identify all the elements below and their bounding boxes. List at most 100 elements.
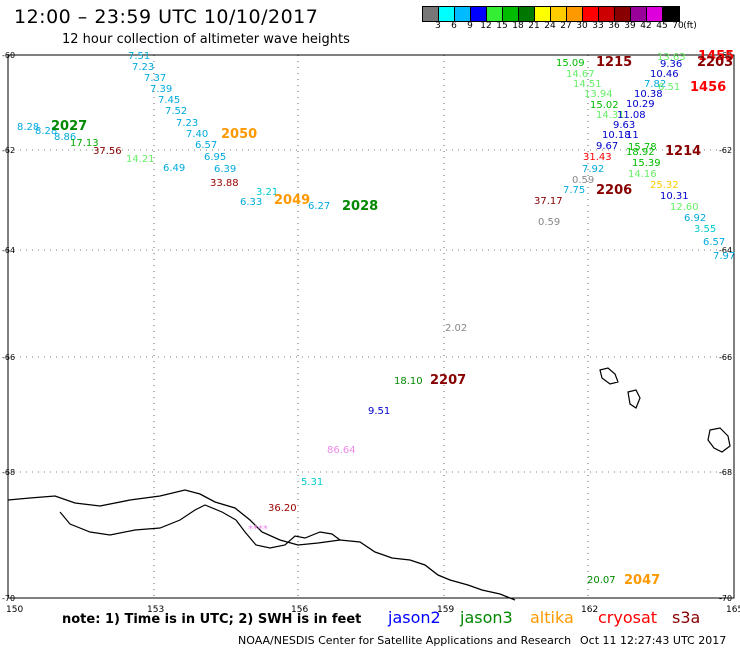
satellite-jason3: jason3 bbox=[460, 608, 513, 627]
pass-time-label: 1214 bbox=[665, 144, 701, 159]
legend-swatch bbox=[455, 7, 471, 21]
wave-height-value: 12.60 bbox=[670, 202, 699, 213]
wave-height-value: 7.82 bbox=[644, 79, 666, 90]
map-grid: 150 153 156 159 162 165 -60 -60 -62 -62 -64 -64 -66 -… bbox=[2, 51, 740, 615]
wave-height-value: 8.28 bbox=[35, 126, 57, 137]
lat-tick-label: -70 bbox=[2, 594, 15, 603]
lon-tick-label: 153 bbox=[147, 605, 164, 615]
wave-height-value: 7.52 bbox=[165, 106, 187, 117]
antarctic-coastline bbox=[7, 489, 516, 601]
wave-height-value: 18.92 bbox=[626, 147, 655, 158]
lat-tick-label: -64 bbox=[2, 246, 15, 255]
legend-swatch bbox=[647, 7, 663, 21]
pass-time-label: 2206 bbox=[596, 183, 632, 198]
footer-note: note: 1) Time is in UTC; 2) SWH is in fe… bbox=[62, 612, 362, 627]
wave-height-value: 37.17 bbox=[534, 196, 563, 207]
legend-swatch bbox=[663, 7, 679, 21]
legend-swatch bbox=[535, 7, 551, 21]
wave-height-value: 6.39 bbox=[214, 164, 236, 175]
wave-height-value: 14.51 bbox=[573, 79, 602, 90]
legend-swatch bbox=[519, 7, 535, 21]
wave-height-labels: 7.517.237.377.397.457.527.237.406.576.95… bbox=[17, 49, 735, 588]
credit-text: NOAA/NESDIS Center for Satellite Applica… bbox=[238, 634, 572, 647]
legend-swatch bbox=[583, 7, 599, 21]
lat-tick-label-right: -68 bbox=[719, 468, 732, 477]
generated-timestamp: Oct 11 12:27:43 UTC 2017 bbox=[580, 634, 727, 647]
legend-label: 27 bbox=[560, 21, 572, 31]
wave-height-value: 15.39 bbox=[632, 158, 661, 169]
legend-label: 30 bbox=[576, 21, 588, 31]
wave-height-value: 11 bbox=[626, 130, 639, 141]
wave-height-value: 3.21 bbox=[256, 187, 278, 198]
pass-time-label: 2027 bbox=[51, 119, 87, 134]
page-title: 12:00 – 23:59 UTC 10/10/2017 bbox=[14, 6, 319, 28]
wave-height-value: 7.92 bbox=[582, 164, 604, 175]
wave-height-value: 10.29 bbox=[626, 99, 655, 110]
coastal-ice-inlet-2 bbox=[235, 519, 341, 549]
legend-label: 18 bbox=[512, 21, 524, 31]
wave-height-value: 33.88 bbox=[210, 178, 239, 189]
legend-swatch bbox=[423, 7, 439, 21]
wave-height-value: 25.32 bbox=[650, 180, 679, 191]
wave-height-value: 37.56 bbox=[93, 146, 122, 157]
wave-height-value: 5.31 bbox=[301, 477, 323, 488]
wave-height-value: 15.09 bbox=[556, 58, 585, 69]
wave-height-value: 10.38 bbox=[634, 89, 663, 100]
lat-tick-label: -66 bbox=[2, 353, 15, 362]
wave-height-value: 14.67 bbox=[566, 69, 595, 80]
coastal-ice-inlet bbox=[59, 504, 237, 536]
lat-tick-label: -68 bbox=[2, 468, 15, 477]
island bbox=[707, 427, 731, 453]
island bbox=[627, 389, 641, 409]
legend-swatch bbox=[615, 7, 631, 21]
wave-height-value: 17.13 bbox=[70, 138, 99, 149]
wave-height-value: 13.94 bbox=[584, 89, 613, 100]
legend-label: 9 bbox=[467, 21, 473, 31]
legend-swatch bbox=[631, 7, 647, 21]
legend-label: 33 bbox=[592, 21, 604, 31]
wave-height-value: 86.64 bbox=[327, 445, 356, 456]
legend-swatch bbox=[487, 7, 503, 21]
pass-time-label: 1455 bbox=[698, 49, 734, 64]
pass-time-label: 2028 bbox=[342, 199, 378, 214]
wave-height-value: 15.78 bbox=[628, 142, 657, 153]
satellite-cryosat: cryosat bbox=[598, 608, 658, 627]
wave-height-value: 8.28 bbox=[17, 122, 39, 133]
legend-label: 15 bbox=[496, 21, 508, 31]
wave-height-value: 13.63 bbox=[657, 52, 686, 63]
wave-height-value: 7.45 bbox=[158, 95, 180, 106]
lat-tick-label-right: -64 bbox=[719, 246, 732, 255]
wave-height-value: 7.37 bbox=[144, 73, 166, 84]
wave-height-value: 14.31 bbox=[596, 110, 625, 121]
legend-swatch bbox=[567, 7, 583, 21]
island bbox=[599, 367, 619, 385]
wave-height-value: 6.49 bbox=[163, 163, 185, 174]
legend-swatch bbox=[439, 7, 455, 21]
wave-height-value: 14.16 bbox=[628, 169, 657, 180]
wave-height-value: 6.33 bbox=[240, 197, 262, 208]
wave-height-value: 14.21 bbox=[126, 154, 155, 165]
wave-height-value: 11.08 bbox=[617, 110, 646, 121]
legend-label: 39 bbox=[624, 21, 636, 31]
coastline bbox=[7, 367, 731, 601]
wave-height-value: 7.39 bbox=[150, 84, 172, 95]
legend-label: 70 bbox=[672, 21, 684, 31]
satellite-jason2: jason2 bbox=[388, 608, 441, 627]
pass-time-label: 2049 bbox=[274, 193, 310, 208]
legend-swatch bbox=[471, 7, 487, 21]
wave-height-value: 8.86 bbox=[54, 132, 76, 143]
lon-tick-label: 162 bbox=[581, 605, 598, 615]
wave-height-value: 7.97 bbox=[713, 251, 735, 262]
satellite-s3a: s3a bbox=[672, 608, 701, 627]
wave-height-value: 10.46 bbox=[650, 69, 679, 80]
lat-tick-label-right: -70 bbox=[719, 594, 732, 603]
legend-label: 42 bbox=[640, 21, 652, 31]
lat-tick-label-right: -66 bbox=[719, 353, 732, 362]
wave-height-value: 9.51 bbox=[368, 406, 390, 417]
wave-height-value: 9.63 bbox=[613, 120, 635, 131]
lon-tick-label: 156 bbox=[291, 605, 308, 615]
wave-height-value: 36.20 bbox=[268, 503, 297, 514]
wave-height-value: 7.51 bbox=[128, 51, 150, 62]
